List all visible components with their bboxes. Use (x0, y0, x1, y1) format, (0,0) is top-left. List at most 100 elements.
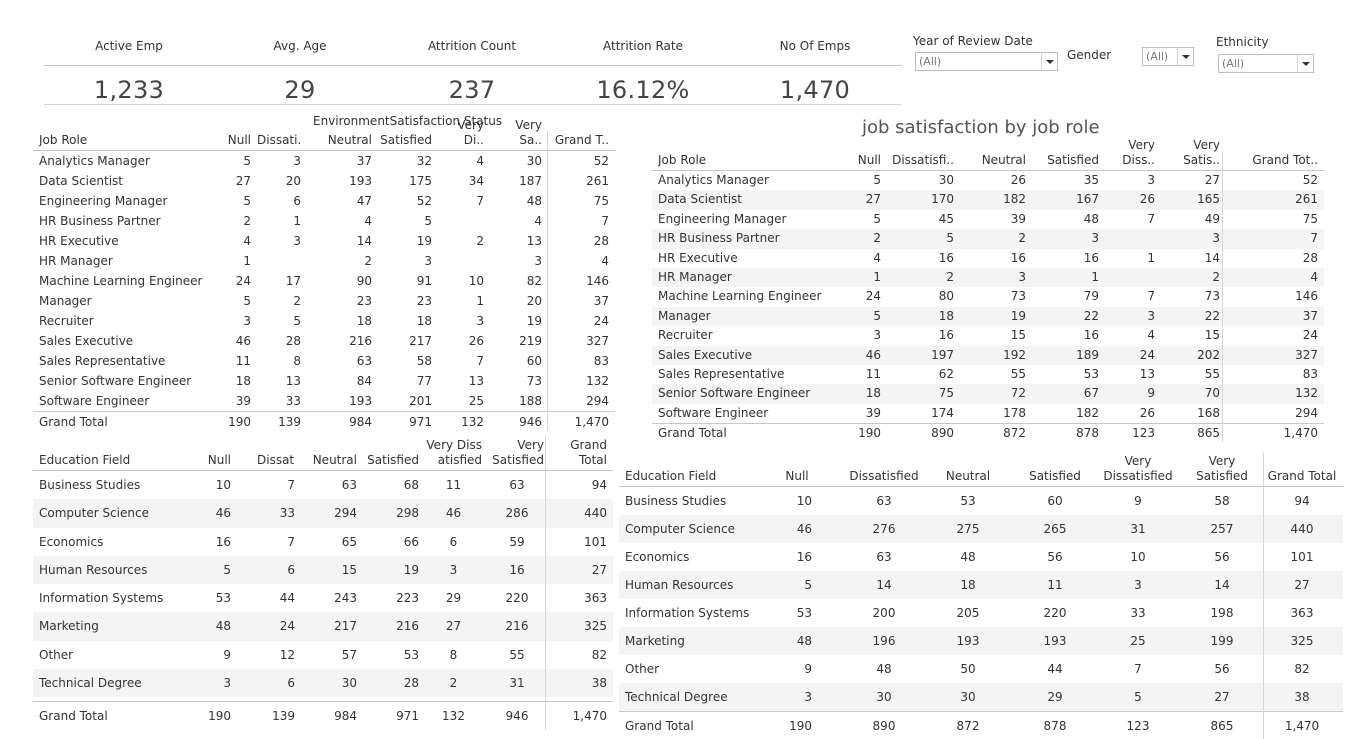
table-cell: 27 (1204, 173, 1220, 187)
row-label[interactable]: Technical Degree (625, 690, 728, 704)
row-label[interactable]: Business Studies (625, 494, 727, 508)
table-cell: 48 (526, 194, 542, 208)
row-label[interactable]: Sales Representative (39, 354, 166, 368)
row-label[interactable]: Software Engineer (39, 394, 150, 408)
row-label[interactable]: Sales Executive (39, 334, 134, 348)
row-label[interactable]: Other (39, 647, 74, 662)
column-header[interactable]: Education Field (625, 469, 717, 483)
row-label[interactable]: Other (625, 662, 660, 676)
row-label[interactable]: Sales Representative (658, 366, 785, 381)
table-cell: 46 (865, 347, 881, 362)
table-cell: 52 (1302, 173, 1318, 187)
column-header[interactable]: Dissatis.. (257, 453, 295, 467)
row-label[interactable]: Machine Learning Engineer (658, 289, 822, 304)
column-header[interactable]: Grand Total (1267, 469, 1337, 483)
chevron-down-icon[interactable] (1177, 48, 1193, 65)
row-label[interactable]: Software Engineer (658, 405, 769, 420)
row-label[interactable]: Grand Total (625, 719, 694, 733)
column-header[interactable]: Satisfied (367, 453, 419, 467)
column-header[interactable]: Job Role (39, 133, 88, 147)
column-header[interactable]: Neutral (945, 469, 991, 483)
column-header[interactable]: Null (785, 469, 809, 483)
column-header[interactable]: Neutral (327, 133, 372, 147)
row-label[interactable]: HR Executive (658, 250, 738, 265)
column-header[interactable]: Satisfied (1029, 469, 1081, 483)
row-label[interactable]: Economics (625, 550, 690, 564)
row-label[interactable]: Business Studies (39, 478, 141, 492)
row-label[interactable]: Recruiter (658, 328, 713, 343)
table-row: Engineering Manager 5 45 39 48 7 49 75 (652, 210, 1324, 229)
column-header[interactable]: Very Satis.. (1183, 138, 1220, 167)
row-label[interactable]: Engineering Manager (658, 211, 787, 226)
row-label[interactable]: Data Scientist (39, 174, 123, 188)
row-label[interactable]: Machine Learning Engineer (39, 274, 203, 288)
row-label[interactable]: Technical Degree (39, 676, 142, 691)
column-header[interactable]: Null (207, 453, 231, 467)
row-label[interactable]: HR Business Partner (658, 231, 780, 246)
column-header[interactable]: Dissatisfied (849, 469, 919, 483)
row-label[interactable]: HR Executive (39, 234, 119, 248)
column-header[interactable]: Very Diss atisfied (426, 438, 482, 467)
table-cell: 56 (1214, 550, 1230, 564)
table-cell: 878 (1043, 719, 1067, 733)
column-header[interactable]: Satisfied (1047, 153, 1099, 167)
column-header[interactable]: Very Satisfied (492, 438, 544, 467)
column-header[interactable]: Dissati.. (257, 133, 301, 147)
table-cell: 175 (409, 174, 432, 188)
row-label[interactable]: Computer Science (625, 522, 735, 536)
row-label[interactable]: Sales Executive (658, 347, 753, 362)
table-cell: 79 (1083, 289, 1099, 304)
row-label[interactable]: Senior Software Engineer (658, 386, 811, 401)
table-cell: 5 (946, 231, 954, 246)
row-label[interactable]: Marketing (39, 619, 99, 634)
column-header[interactable]: Very Diss.. (1122, 138, 1155, 167)
table-cell: 325 (1290, 634, 1314, 648)
row-label[interactable]: Grand Total (658, 426, 727, 441)
column-header[interactable]: Grand Tot.. (1252, 153, 1318, 167)
row-label[interactable]: Manager (658, 308, 711, 323)
row-label[interactable]: Manager (39, 294, 92, 308)
column-header[interactable]: Very Satisfied (1196, 454, 1248, 483)
filter-gender-select[interactable]: (All) (1142, 47, 1194, 66)
row-label[interactable]: Marketing (625, 634, 685, 648)
row-label[interactable]: Information Systems (39, 591, 164, 606)
row-label[interactable]: Economics (39, 534, 104, 549)
column-header[interactable]: Grand T.. (554, 133, 609, 147)
row-label[interactable]: Grand Total (39, 709, 108, 724)
column-header[interactable]: Education Field (39, 453, 131, 467)
row-label[interactable]: Information Systems (625, 606, 750, 620)
row-label[interactable]: Computer Science (39, 506, 149, 521)
column-header[interactable]: Grand Total (570, 438, 607, 467)
column-header[interactable]: Satisfied (380, 133, 432, 147)
chevron-down-icon[interactable] (1297, 55, 1313, 72)
row-label[interactable]: Grand Total (39, 415, 108, 429)
chevron-down-icon[interactable] (1041, 53, 1057, 70)
column-header[interactable]: Neutral (981, 153, 1026, 167)
row-label[interactable]: Senior Software Engineer (39, 374, 192, 388)
row-label[interactable]: HR Business Partner (39, 214, 161, 228)
column-header[interactable]: Very Dissatisfied (1103, 454, 1173, 483)
row-label[interactable]: Engineering Manager (39, 194, 168, 208)
row-label[interactable]: Analytics Manager (658, 173, 769, 187)
kpi-label: Attrition Rate (603, 39, 683, 53)
column-header[interactable]: Null (227, 133, 251, 147)
row-label[interactable]: Human Resources (39, 562, 148, 577)
table-cell: 19 (416, 234, 432, 248)
column-header[interactable]: Job Role (658, 153, 707, 167)
column-header[interactable]: Dissatisfi.. (892, 153, 954, 167)
filter-year-select[interactable]: (All) (915, 52, 1058, 71)
row-label[interactable]: Data Scientist (658, 192, 742, 207)
row-label[interactable]: Human Resources (625, 578, 734, 592)
table-cell: 37 (356, 154, 372, 168)
column-header[interactable]: Very Sa.. (515, 118, 542, 147)
row-label[interactable]: Analytics Manager (39, 154, 150, 168)
row-label[interactable]: HR Manager (658, 269, 732, 284)
table-cell: 5 (243, 154, 251, 168)
column-header[interactable]: Neutral (312, 453, 357, 467)
filter-ethnicity-select[interactable]: (All) (1218, 54, 1314, 73)
column-header[interactable]: Very Di.. (457, 118, 484, 147)
row-label[interactable]: HR Manager (39, 254, 113, 268)
column-header[interactable]: Null (857, 153, 881, 167)
table-cell: 6 (293, 194, 301, 208)
row-label[interactable]: Recruiter (39, 314, 94, 328)
